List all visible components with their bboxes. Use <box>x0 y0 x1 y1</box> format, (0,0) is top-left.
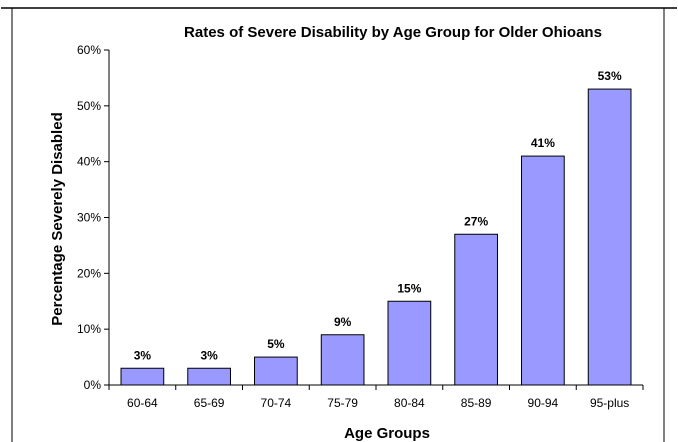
y-tick-label: 40% <box>77 155 101 169</box>
bar-65-69 <box>187 367 231 386</box>
data-label-95-plus: 53% <box>598 69 622 83</box>
bar-60-64 <box>120 367 165 386</box>
data-label-60-64: 3% <box>134 348 152 362</box>
y-tick-label: 60% <box>77 43 101 57</box>
bar-80-84 <box>387 300 432 386</box>
bar-75-79 <box>320 334 365 386</box>
data-label-70-74: 5% <box>267 337 285 351</box>
y-tick-label: 10% <box>77 322 101 336</box>
data-label-75-79: 9% <box>334 315 352 329</box>
bar-70-74 <box>254 356 298 386</box>
x-tick-label-85-89: 85-89 <box>461 396 492 410</box>
x-tick-label-90-94: 90-94 <box>528 396 559 410</box>
x-tick-label-65-69: 65-69 <box>194 396 225 410</box>
y-tick-label: 0% <box>84 378 102 392</box>
y-tick-label: 20% <box>77 266 101 280</box>
bar-95-plus <box>587 88 632 386</box>
x-tick-label-95-plus: 95-plus <box>590 396 629 410</box>
data-label-80-84: 15% <box>397 281 421 295</box>
y-axis-title: Percentage Severely Disabled <box>49 112 66 325</box>
y-tick-label: 30% <box>77 211 101 225</box>
data-label-90-94: 41% <box>531 136 555 150</box>
data-label-65-69: 3% <box>200 348 218 362</box>
y-tick-label: 50% <box>77 99 101 113</box>
bar-85-89 <box>454 233 498 386</box>
x-tick-label-60-64: 60-64 <box>127 396 158 410</box>
x-tick-label-70-74: 70-74 <box>261 396 292 410</box>
x-tick-label-80-84: 80-84 <box>394 396 425 410</box>
bars: 3% 3% 5% 9% 15% 27% 41% 53% <box>120 69 632 386</box>
y-axis: 0% 10% 20% 30% 40% 50% 60% <box>77 43 110 392</box>
chart-title: Rates of Severe Disability by Age Group … <box>184 24 602 41</box>
data-label-85-89: 27% <box>464 214 488 228</box>
x-axis-title: Age Groups <box>344 425 430 442</box>
bar-90-94 <box>521 155 565 386</box>
x-tick-label-75-79: 75-79 <box>327 396 358 410</box>
x-axis: 60-64 65-69 70-74 75-79 80-84 85-89 90-94 95-pl… <box>108 384 644 410</box>
